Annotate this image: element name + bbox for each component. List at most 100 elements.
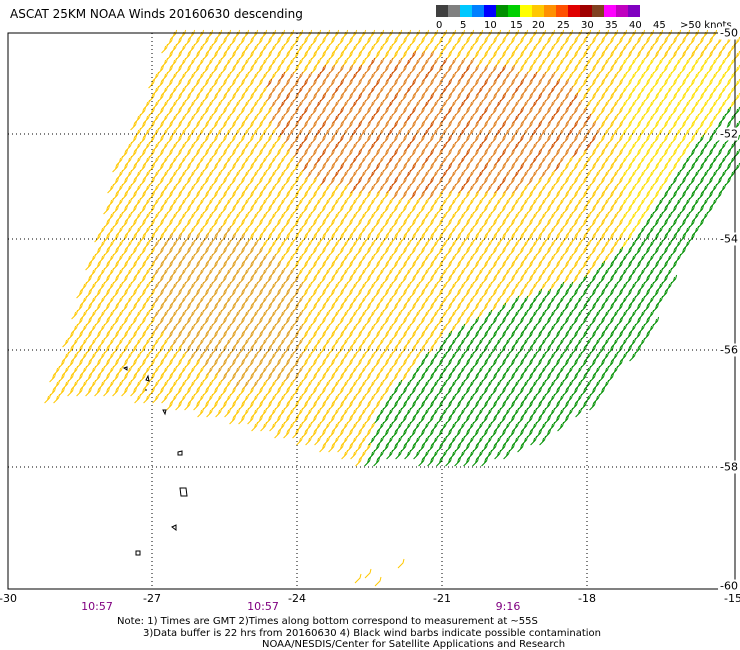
wind-barb <box>215 169 223 180</box>
legend-swatch-16 <box>628 5 640 17</box>
wind-barb <box>593 141 601 152</box>
wind-barb <box>323 155 331 166</box>
wind-barb <box>593 71 601 82</box>
wind-barb <box>404 57 412 68</box>
wind-barb <box>386 57 394 68</box>
island-outline <box>177 450 183 456</box>
wind-barb <box>377 99 385 110</box>
wind-barb <box>440 113 448 124</box>
wind-barb <box>413 57 421 68</box>
wind-barb <box>584 113 592 124</box>
wind-barb <box>683 99 691 110</box>
wind-barb <box>404 71 412 82</box>
wind-barb <box>476 141 484 152</box>
wind-barb <box>215 113 223 124</box>
wind-barb <box>152 127 160 138</box>
wind-barb <box>287 169 295 180</box>
wind-barb <box>359 29 367 40</box>
wind-barb <box>296 43 304 54</box>
wind-barb <box>503 155 511 166</box>
wind-barb <box>161 57 169 68</box>
wind-barb <box>584 99 592 110</box>
wind-barb <box>125 169 133 180</box>
wind-barb <box>656 113 664 124</box>
wind-barb <box>683 85 691 96</box>
wind-barb <box>413 141 421 152</box>
wind-barb <box>350 85 358 96</box>
wind-barb <box>134 169 142 180</box>
wind-barb <box>314 141 322 152</box>
legend-swatch-8 <box>532 5 544 17</box>
wind-barb <box>539 43 547 54</box>
wind-barb <box>665 155 673 166</box>
wind-barb <box>575 43 583 54</box>
wind-barb <box>314 169 322 180</box>
wind-barb <box>170 99 178 110</box>
wind-barb <box>431 43 439 54</box>
wind-barb <box>638 99 646 110</box>
wind-barb <box>530 85 538 96</box>
wind-barb <box>215 71 223 82</box>
y-tick-label: -52 <box>718 127 738 141</box>
wind-barb <box>224 85 232 96</box>
wind-barb <box>188 43 196 54</box>
wind-barb <box>314 113 322 124</box>
wind-barb <box>692 57 700 68</box>
wind-barb <box>485 85 493 96</box>
wind-barb <box>233 43 241 54</box>
wind-barb <box>593 43 601 54</box>
wind-barb <box>368 85 376 96</box>
wind-barb <box>364 568 372 579</box>
wind-barb <box>629 141 637 152</box>
wind-barb <box>629 29 637 40</box>
y-tick-label: -56 <box>718 343 738 357</box>
wind-barb <box>179 85 187 96</box>
legend-swatch-9 <box>544 5 556 17</box>
wind-barb <box>269 155 277 166</box>
wind-barb <box>449 169 457 180</box>
wind-barb <box>143 141 151 152</box>
wind-barb <box>656 85 664 96</box>
wind-barb <box>467 141 475 152</box>
wind-barb <box>656 127 664 138</box>
wind-barb <box>161 113 169 124</box>
wind-barb <box>638 141 646 152</box>
wind-barb <box>710 43 718 54</box>
wind-barb <box>305 85 313 96</box>
wind-barb <box>269 43 277 54</box>
wind-barb <box>278 155 286 166</box>
wind-barb <box>512 29 520 40</box>
wind-barb <box>539 141 547 152</box>
wind-barb <box>296 71 304 82</box>
wind-barb <box>665 57 673 68</box>
wind-barb <box>602 169 610 180</box>
wind-barb <box>269 85 277 96</box>
wind-barb <box>548 141 556 152</box>
wind-barb <box>359 71 367 82</box>
wind-barb <box>170 155 178 166</box>
wind-barb <box>710 85 718 96</box>
wind-barb <box>305 29 313 40</box>
wind-barb <box>386 141 394 152</box>
wind-barb <box>521 113 529 124</box>
wind-barb <box>656 29 664 40</box>
wind-barb <box>530 43 538 54</box>
wind-barb <box>611 99 619 110</box>
wind-barb <box>575 141 583 152</box>
wind-barb <box>404 85 412 96</box>
wind-barb <box>656 141 664 152</box>
legend-color-bar <box>436 5 640 17</box>
wind-barb <box>503 57 511 68</box>
wind-barb <box>701 43 709 54</box>
wind-barb <box>242 29 250 40</box>
wind-barb <box>476 57 484 68</box>
wind-barb <box>341 71 349 82</box>
wind-barb <box>350 113 358 124</box>
wind-barb <box>701 57 709 68</box>
wind-barb <box>341 43 349 54</box>
wind-barb <box>314 43 322 54</box>
wind-barb <box>647 141 655 152</box>
wind-barb <box>539 29 547 40</box>
wind-barb <box>215 155 223 166</box>
wind-barb <box>719 71 727 82</box>
